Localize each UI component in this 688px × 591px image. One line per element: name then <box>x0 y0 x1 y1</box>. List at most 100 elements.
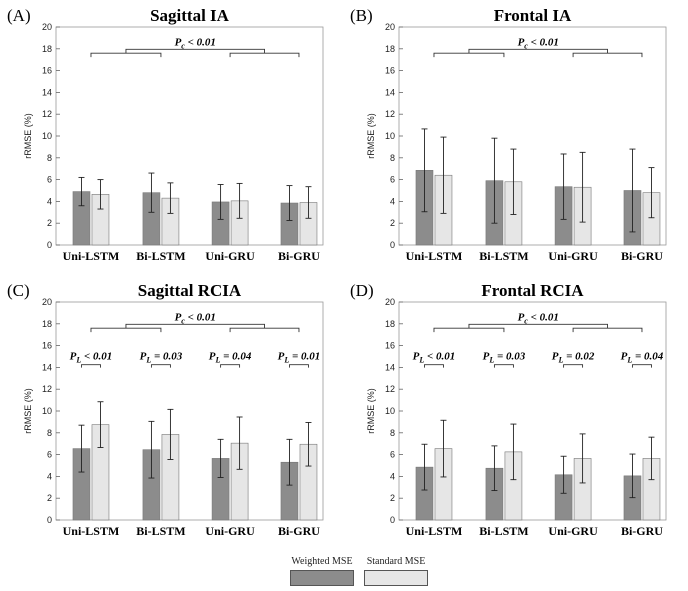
chart-title: Frontal IA <box>494 6 572 25</box>
category-label-uni-gru: Uni-GRU <box>548 524 598 538</box>
y-tick-label: 10 <box>42 406 52 416</box>
y-tick-label: 4 <box>47 196 52 206</box>
category-label-bi-lstm: Bi-LSTM <box>136 524 185 538</box>
category-label-uni-lstm: Uni-LSTM <box>63 524 120 538</box>
category-label-uni-lstm: Uni-LSTM <box>406 524 463 538</box>
y-tick-label: 18 <box>42 319 52 329</box>
y-tick-label: 18 <box>42 44 52 54</box>
legend-item-weighted: Weighted MSE <box>290 556 354 586</box>
bracket-lstm <box>433 327 505 333</box>
y-tick-label: 16 <box>42 66 52 76</box>
bracket-lstm <box>90 327 162 333</box>
chart-panel-3: 0 2 4 6 8 10 12 14 16 18 20 rRMSE (%) Sagittal RCIA (… <box>7 281 324 538</box>
within-bracket-uni-lstm <box>81 364 101 368</box>
y-tick-label: 16 <box>385 66 395 76</box>
y-tick-label: 14 <box>385 87 395 97</box>
chart-panel-1: 0 2 4 6 8 10 12 14 16 18 20 rRMSE (%) Sagittal IA (A)… <box>7 6 324 263</box>
chart-title: Sagittal IA <box>150 6 230 25</box>
within-pvalue-bi-gru: PL = 0.01 <box>278 351 321 365</box>
y-tick-label: 8 <box>47 428 52 438</box>
category-label-uni-gru: Uni-GRU <box>548 249 598 263</box>
within-pvalue-bi-gru: PL = 0.04 <box>621 351 664 365</box>
y-tick-label: 2 <box>390 493 395 503</box>
y-tick-label: 4 <box>47 471 52 481</box>
bracket-top <box>125 323 265 329</box>
y-tick-label: 2 <box>47 493 52 503</box>
y-tick-label: 16 <box>42 341 52 351</box>
y-axis-label: rRMSE (%) <box>366 113 376 159</box>
chart-panel-2: 0 2 4 6 8 10 12 14 16 18 20 rRMSE (%) Frontal IA (B) U… <box>350 6 667 263</box>
chart-title: Frontal RCIA <box>481 281 584 300</box>
within-pvalue-uni-gru: PL = 0.02 <box>552 351 595 365</box>
y-tick-label: 20 <box>385 22 395 32</box>
panel-label: (B) <box>350 6 373 25</box>
bracket-top <box>468 323 608 329</box>
y-tick-label: 0 <box>47 240 52 250</box>
cross-comparison-bracket <box>433 323 643 333</box>
within-bracket-bi-lstm <box>493 364 514 368</box>
bracket-gru <box>572 52 643 58</box>
chart-panel-4: 0 2 4 6 8 10 12 14 16 18 20 rRMSE (%) Frontal RCIA (D… <box>350 281 667 538</box>
y-tick-label: 14 <box>42 362 52 372</box>
category-label-uni-gru: Uni-GRU <box>205 524 255 538</box>
y-axis-label: rRMSE (%) <box>23 113 33 159</box>
y-tick-label: 10 <box>385 131 395 141</box>
y-tick-label: 12 <box>42 109 52 119</box>
y-tick-label: 12 <box>385 384 395 394</box>
y-tick-label: 10 <box>42 131 52 141</box>
within-bracket-uni-gru <box>220 364 241 368</box>
panel-label: (D) <box>350 281 374 300</box>
y-tick-label: 20 <box>385 297 395 307</box>
within-pvalue-uni-gru: PL = 0.04 <box>209 351 252 365</box>
y-tick-label: 20 <box>42 297 52 307</box>
y-tick-label: 6 <box>390 450 395 460</box>
cross-comparison-pvalue: Pc < 0.01 <box>518 36 559 50</box>
y-tick-label: 18 <box>385 44 395 54</box>
cross-comparison-bracket <box>433 48 643 58</box>
category-label-bi-gru: Bi-GRU <box>278 249 320 263</box>
y-tick-label: 0 <box>47 515 52 525</box>
y-tick-label: 8 <box>390 153 395 163</box>
within-bracket-bi-lstm <box>150 364 171 368</box>
y-tick-label: 0 <box>390 515 395 525</box>
within-bracket-bi-gru <box>289 364 309 368</box>
within-bracket-uni-gru <box>563 364 584 368</box>
legend-label-weighted: Weighted MSE <box>291 556 353 567</box>
y-tick-label: 18 <box>385 319 395 329</box>
category-label-uni-gru: Uni-GRU <box>205 249 255 263</box>
bracket-gru <box>229 327 300 333</box>
y-tick-label: 12 <box>385 109 395 119</box>
cross-comparison-bracket <box>90 323 300 333</box>
y-tick-label: 14 <box>42 87 52 97</box>
y-tick-label: 0 <box>390 240 395 250</box>
y-tick-label: 4 <box>390 196 395 206</box>
y-tick-label: 2 <box>47 218 52 228</box>
y-tick-label: 12 <box>42 384 52 394</box>
cross-comparison-pvalue: Pc < 0.01 <box>175 36 216 50</box>
y-tick-label: 4 <box>390 471 395 481</box>
category-label-bi-lstm: Bi-LSTM <box>479 249 528 263</box>
y-tick-label: 2 <box>390 218 395 228</box>
bracket-gru <box>572 327 643 333</box>
y-tick-label: 8 <box>390 428 395 438</box>
y-tick-label: 8 <box>47 153 52 163</box>
legend: Weighted MSE Standard MSE <box>290 556 430 586</box>
category-label-bi-lstm: Bi-LSTM <box>136 249 185 263</box>
y-axis-label: rRMSE (%) <box>366 388 376 434</box>
within-bracket-bi-gru <box>632 364 652 368</box>
category-label-uni-lstm: Uni-LSTM <box>406 249 463 263</box>
category-label-bi-gru: Bi-GRU <box>278 524 320 538</box>
within-pvalue-uni-lstm: PL < 0.01 <box>70 351 113 365</box>
y-tick-label: 16 <box>385 341 395 351</box>
chart-title: Sagittal RCIA <box>138 281 242 300</box>
category-label-uni-lstm: Uni-LSTM <box>63 249 120 263</box>
category-label-bi-gru: Bi-GRU <box>621 249 663 263</box>
bracket-gru <box>229 52 300 58</box>
category-label-bi-lstm: Bi-LSTM <box>479 524 528 538</box>
cross-comparison-bracket <box>90 48 300 58</box>
within-pvalue-bi-lstm: PL = 0.03 <box>483 351 526 365</box>
within-pvalue-bi-lstm: PL = 0.03 <box>140 351 183 365</box>
category-label-bi-gru: Bi-GRU <box>621 524 663 538</box>
y-axis-label: rRMSE (%) <box>23 388 33 434</box>
